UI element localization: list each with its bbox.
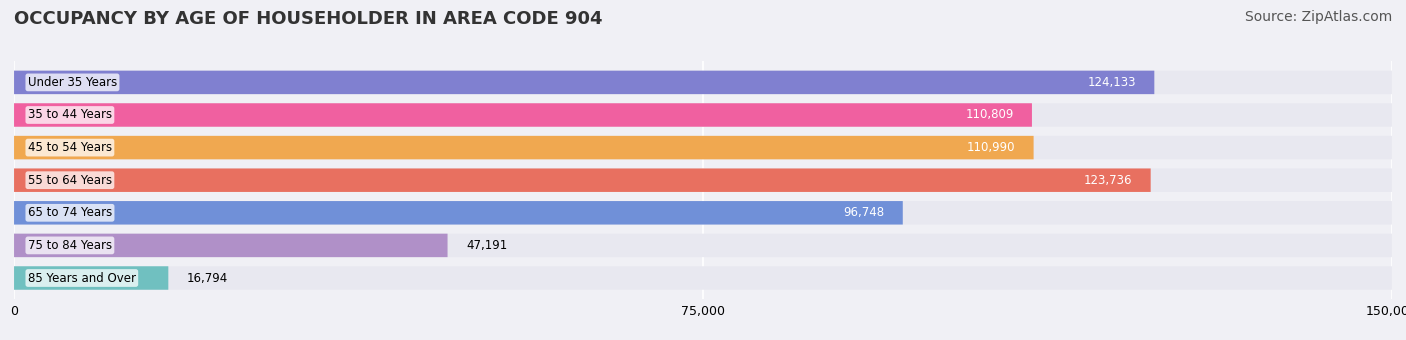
- Text: Source: ZipAtlas.com: Source: ZipAtlas.com: [1244, 10, 1392, 24]
- Text: OCCUPANCY BY AGE OF HOUSEHOLDER IN AREA CODE 904: OCCUPANCY BY AGE OF HOUSEHOLDER IN AREA …: [14, 10, 603, 28]
- Text: 35 to 44 Years: 35 to 44 Years: [28, 108, 112, 121]
- Text: 123,736: 123,736: [1084, 174, 1132, 187]
- Text: 110,809: 110,809: [965, 108, 1014, 121]
- Text: Under 35 Years: Under 35 Years: [28, 76, 117, 89]
- FancyBboxPatch shape: [14, 201, 1392, 224]
- Text: 96,748: 96,748: [844, 206, 884, 219]
- Text: 85 Years and Over: 85 Years and Over: [28, 272, 136, 285]
- FancyBboxPatch shape: [14, 71, 1392, 94]
- FancyBboxPatch shape: [14, 136, 1033, 159]
- Text: 65 to 74 Years: 65 to 74 Years: [28, 206, 112, 219]
- FancyBboxPatch shape: [14, 103, 1392, 127]
- Text: 75 to 84 Years: 75 to 84 Years: [28, 239, 112, 252]
- Text: 124,133: 124,133: [1087, 76, 1136, 89]
- FancyBboxPatch shape: [14, 266, 169, 290]
- Text: 110,990: 110,990: [967, 141, 1015, 154]
- FancyBboxPatch shape: [14, 266, 1392, 290]
- FancyBboxPatch shape: [14, 103, 1032, 127]
- Text: 45 to 54 Years: 45 to 54 Years: [28, 141, 112, 154]
- FancyBboxPatch shape: [14, 201, 903, 224]
- Text: 16,794: 16,794: [187, 272, 228, 285]
- FancyBboxPatch shape: [14, 234, 1392, 257]
- Text: 47,191: 47,191: [465, 239, 508, 252]
- FancyBboxPatch shape: [14, 71, 1154, 94]
- Text: 55 to 64 Years: 55 to 64 Years: [28, 174, 112, 187]
- FancyBboxPatch shape: [14, 234, 447, 257]
- FancyBboxPatch shape: [14, 136, 1392, 159]
- FancyBboxPatch shape: [14, 168, 1392, 192]
- FancyBboxPatch shape: [14, 168, 1150, 192]
